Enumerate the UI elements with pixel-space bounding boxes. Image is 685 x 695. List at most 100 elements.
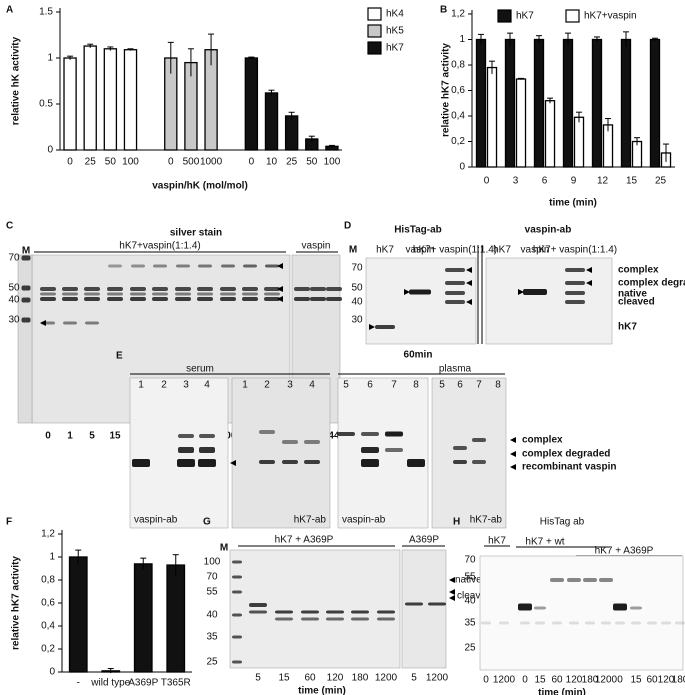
bar [244,57,259,151]
mw-label: 50 [351,283,363,294]
error-bar [187,48,194,77]
error-bar [328,144,335,148]
lane-label: 0 [617,675,623,686]
lane-label: 0 [522,675,528,686]
lane-label: 5 [89,431,95,442]
lane-label: hK7+ vaspin(1:1.4) [413,245,497,256]
x-tick-label: 12 [597,176,609,187]
gel-image [479,555,684,671]
bar [68,556,88,673]
band-label: native [455,575,482,586]
marker-label: M [220,543,228,554]
gel-band [518,603,532,611]
mw-label: 30 [8,315,20,326]
mw-label: 35 [464,618,476,629]
y-tick-label: 1,2 [41,529,55,540]
bar [562,38,574,168]
gel-band [249,610,267,614]
lane-label: 1 [67,431,73,442]
x-tick-label: 6 [542,176,548,187]
gel-band [445,291,465,295]
gel-band [583,578,597,582]
error-bar [576,111,583,123]
mw-label: 25 [206,657,218,668]
arrowhead [404,289,410,295]
panel-label: B [440,5,447,16]
lane-label: vaspin [521,245,550,256]
gel-image [129,377,229,529]
gel-band [275,617,293,621]
group-label: hK7 [488,536,506,547]
lane-label: 1200 [493,675,516,686]
gel-band [40,297,56,301]
y-tick-label: 0 [47,145,53,156]
lane-label: 0 [483,675,489,686]
gel-band [177,459,195,467]
gel-band [565,268,585,272]
lane-label: 180 [582,675,599,686]
error-bar [67,55,74,60]
bar [166,564,186,673]
gel-band [453,460,467,464]
error-bar [663,143,670,162]
lane-label: 5 [411,673,417,684]
gel-band [567,578,581,582]
lane-label: 120 [566,675,583,686]
gel-band [304,460,320,464]
y-tick-label: 0,2 [41,644,55,655]
gel-band [520,621,530,625]
x-tick-label: 25 [85,157,97,168]
group-label: plasma [439,364,472,375]
lane-label: hK7+ vaspin(1:1.4) [533,245,617,256]
error-bar [605,118,612,132]
gel-band [178,447,194,453]
lane-label: vaspin [406,245,435,256]
marker-label: M [22,246,30,257]
group-label: vaspin [302,241,331,252]
gel-band [661,621,671,625]
band-label: complex degraded [522,449,610,460]
x-tick-label: 50 [105,157,117,168]
gel-image [401,549,447,669]
bar [620,38,632,168]
group-label: serum [186,364,214,375]
gel-image [337,377,429,529]
legend-label: hK4 [386,9,404,20]
gel-band [259,460,275,464]
x-tick-label: 100 [122,157,139,168]
mw-label: 70 [351,263,363,274]
gel-band [337,432,355,436]
gel-band [282,460,298,464]
gel-band [84,297,100,301]
gel-band [107,297,123,301]
legend-label: hK7+vaspin [584,11,637,22]
gel-band [176,264,190,268]
mw-label: 35 [206,632,218,643]
gel-band [499,621,509,625]
group-label: hK7 + A369P [595,546,654,557]
gel-band [21,317,31,323]
error-bar [622,31,629,48]
gel-band [565,300,585,304]
gel-image [431,377,507,529]
arrowhead [510,464,516,470]
bar [533,38,545,168]
gel-band [243,264,257,268]
panel-label: A [6,5,13,16]
bar [133,563,153,673]
arrowhead [449,577,455,583]
gel-band [294,287,310,291]
y-tick-label: 0,2 [451,136,465,147]
lane-label: 2 [161,380,167,391]
bar [486,66,498,168]
gel-band [569,621,579,625]
gel-band [62,297,78,301]
lane-label: 15 [534,675,546,686]
lane-label: 4 [204,380,210,391]
gel-band [407,459,425,467]
gel-band [152,292,168,296]
band-label: complex [618,265,659,276]
band-label: cleaved [457,591,491,602]
gel-band [361,447,379,453]
gel-band [361,432,379,436]
